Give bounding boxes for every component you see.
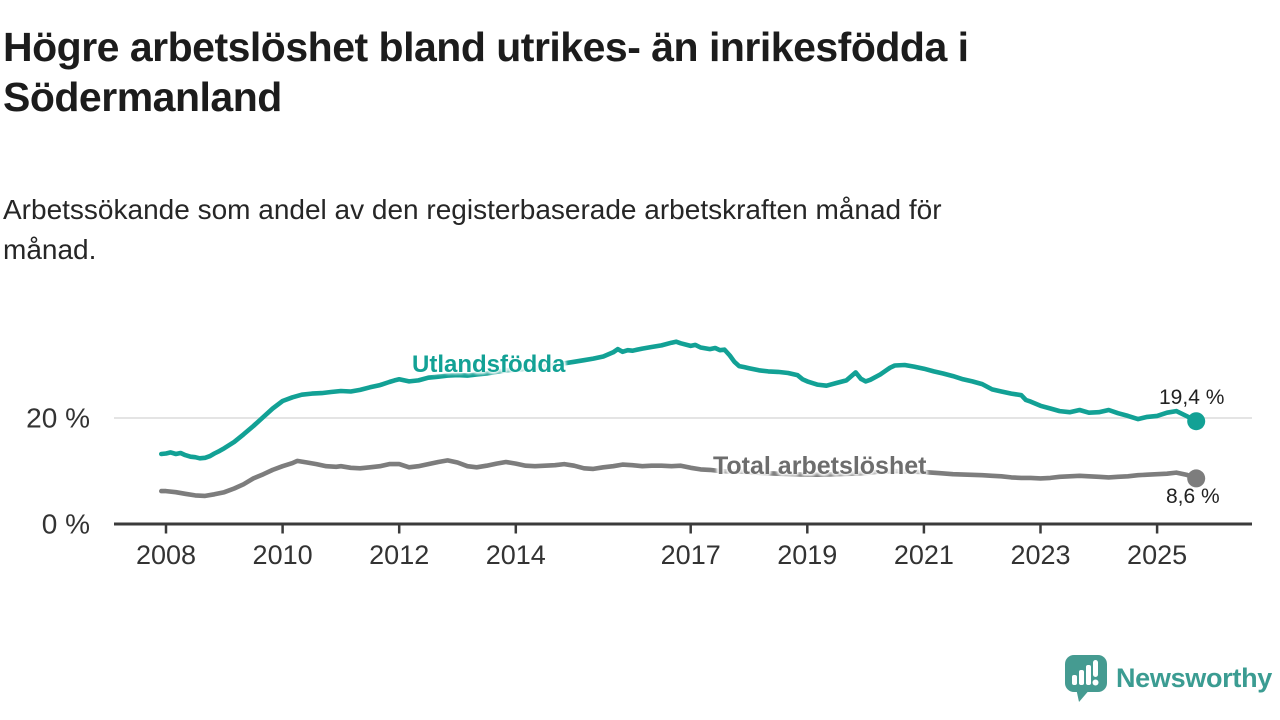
series-label-total-arbetsloshet: Total arbetslöshet [713,452,927,480]
end-dot-Utlandsfödda [1187,412,1206,431]
x-tick-label-2025: 2025 [1127,540,1187,570]
y-tick-label-0: 0 % [42,509,90,540]
series-label-utlandsfodda: Utlandsfödda [412,351,566,378]
x-tick-label-2014: 2014 [486,540,546,570]
series-line-Utlandsfödda [159,339,1199,461]
series-line-Total arbetslöshet [159,458,1199,499]
x-tick-label-2017: 2017 [661,540,721,570]
x-tick-label-2012: 2012 [369,540,429,570]
chart-subtitle: Arbetssökande som andel av den registerb… [3,190,1183,270]
x-tick-label-2019: 2019 [777,540,837,570]
newsworthy-logo-icon [1064,654,1107,702]
chart-subtitle-line2: månad. [3,234,97,265]
x-tick-label-2023: 2023 [1010,540,1070,570]
end-value-utlandsfodda: 19,4 % [1159,386,1225,409]
newsworthy-wordmark: Newsworthy [1115,662,1272,693]
page-title: Högre arbetslöshet bland utrikes- än inr… [3,22,1173,122]
x-tick-label-2010: 2010 [253,540,313,570]
newsworthy-branding: Newsworthy [1064,652,1272,704]
unemployment-line-chart: 2008 2010 2012 2014 2017 2019 2021 2023 2025 0 % 2… [0,300,1280,630]
plot-svg: 2008 2010 2012 2014 2017 2019 2021 2023 2025 0 % 2… [26,339,1252,570]
x-tick-label-2008: 2008 [136,540,196,570]
x-tick-label-2021: 2021 [894,540,954,570]
end-dot-Total arbetslöshet [1187,469,1206,488]
end-value-total-arbetsloshet: 8,6 % [1166,485,1220,508]
y-tick-label-20: 20 % [26,403,90,434]
page-title-line1: Högre arbetslöshet bland utrikes- än inr… [3,24,969,70]
page-title-line2: Södermanland [3,74,282,120]
chart-subtitle-line1: Arbetssökande som andel av den registerb… [3,194,942,225]
